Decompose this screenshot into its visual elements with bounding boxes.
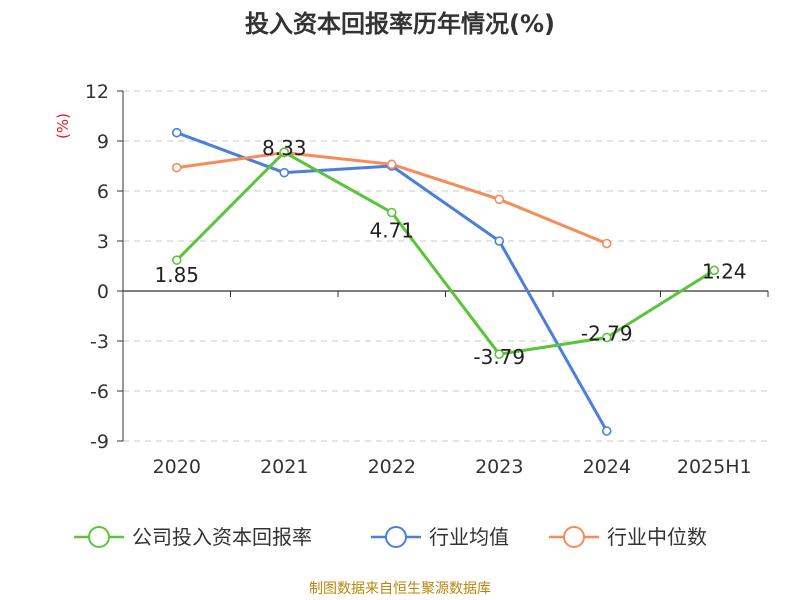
data-point <box>601 332 612 343</box>
y-tick-label: -9 <box>90 431 109 453</box>
data-label: 1.24 <box>702 259 747 283</box>
legend-swatch-marker <box>563 526 585 548</box>
legend-swatch-marker <box>88 526 110 548</box>
data-point <box>171 255 182 265</box>
legend-swatch-marker <box>385 526 407 548</box>
data-point <box>386 207 397 218</box>
data-point <box>601 238 612 249</box>
data-point <box>709 265 720 276</box>
data-label: 4.71 <box>369 219 414 243</box>
x-tick-label: 2021 <box>260 456 308 478</box>
y-tick-label: -6 <box>90 381 109 403</box>
legend-label: 公司投入资本回报率 <box>132 525 312 549</box>
source-footer: 制图数据来自恒生聚源数据库 <box>309 581 491 597</box>
data-point <box>279 147 290 157</box>
grid-lines <box>123 90 768 442</box>
y-tick-label: 3 <box>97 231 109 253</box>
y-axis-unit-label: (%) <box>54 113 72 139</box>
data-point <box>494 349 505 359</box>
y-tick-label: 0 <box>97 281 109 303</box>
data-point <box>494 236 505 246</box>
data-label: -3.79 <box>473 345 525 369</box>
data-point <box>171 127 182 138</box>
data-point <box>279 167 290 178</box>
data-label: 8.33 <box>262 136 307 160</box>
data-point <box>386 159 397 170</box>
x-tick-label: 2022 <box>368 456 416 478</box>
legend: 公司投入资本回报率 行业均值 行业中位数 <box>74 525 707 549</box>
legend-label: 行业中位数 <box>607 525 707 549</box>
series-line <box>176 131 609 432</box>
x-tick-label: 2025H1 <box>677 456 752 478</box>
y-tick-label: 12 <box>85 81 109 103</box>
data-point <box>494 194 505 205</box>
x-tick-label: 2024 <box>583 456 631 478</box>
series-line <box>175 150 716 356</box>
y-tick-label: -3 <box>90 331 109 353</box>
data-point <box>601 426 612 436</box>
legend-label: 行业均值 <box>429 525 509 549</box>
chart-title: 投入资本回报率历年情况(%) <box>245 10 555 38</box>
data-labels: 1.85 8.33 4.71 -3.79 -2.79 1.24 <box>154 136 746 369</box>
x-tick-label: 2020 <box>153 456 201 478</box>
data-label: -2.79 <box>581 322 633 346</box>
series-lines <box>171 127 720 436</box>
axes: 12 9 6 3 0 -3 -6 -9 2020 2021 2022 2023 2024 2025H1 <box>85 81 769 478</box>
y-tick-label: 9 <box>97 131 109 153</box>
x-tick-label: 2023 <box>475 456 523 478</box>
data-label: 1.85 <box>154 263 199 287</box>
data-point <box>171 162 182 173</box>
y-tick-label: 6 <box>97 181 109 203</box>
